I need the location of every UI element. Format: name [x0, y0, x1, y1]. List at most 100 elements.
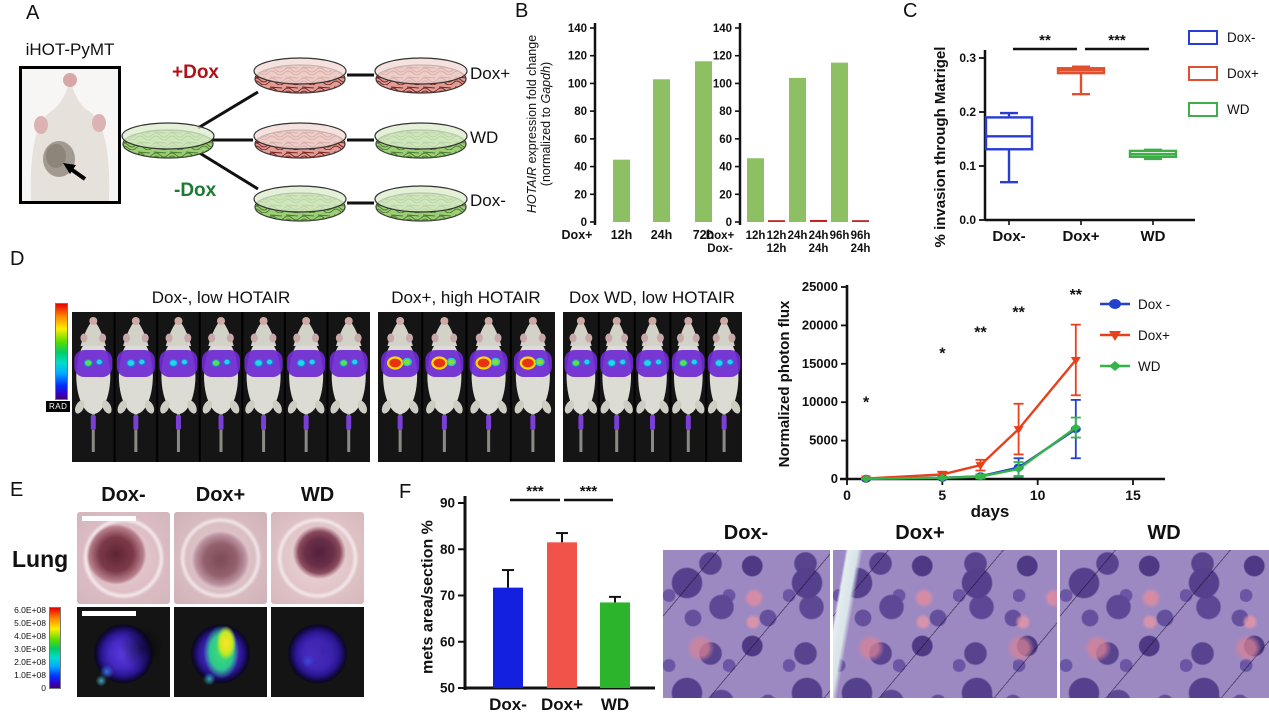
bar-96h	[831, 62, 848, 223]
x-category-label: Dox-	[489, 695, 527, 714]
hotspot-low	[126, 358, 136, 368]
tick-label: 0	[581, 217, 587, 229]
tick-label: 0.1	[959, 159, 976, 173]
x-category-label: 12h	[611, 228, 633, 242]
bioluminescence-band	[600, 350, 634, 377]
e-colorbar-scale: 6.0E+08 5.0E+08 4.0E+08 3.0E+08 2.0E+08 1.0E+…	[0, 604, 46, 695]
colorbar-scale-value: 4.0E+08	[14, 631, 46, 641]
colorbar-scale-value: 5.0E+08	[14, 618, 46, 628]
plus-dox-label: +Dox	[172, 62, 219, 83]
scale-bar	[82, 611, 136, 616]
lung-bioluminescence-dox-plus	[174, 607, 267, 697]
legend-item: WD	[1188, 102, 1259, 117]
colorbar-scale-value: 6.0E+08	[14, 605, 46, 615]
x-category-label: Dox+	[541, 695, 583, 714]
panel-label-a: A	[26, 2, 40, 24]
tick-label: 5000	[809, 433, 838, 448]
x-category-label: 96h	[851, 230, 871, 242]
histology-title-wd: WD	[1147, 522, 1181, 544]
legend-item: Dox+	[1098, 327, 1170, 343]
significance-label: **	[1070, 287, 1083, 304]
significance-label: *	[863, 395, 870, 412]
hotspot-high	[519, 356, 536, 370]
histology-image-dox-minus	[663, 550, 830, 698]
tick-label: 15000	[802, 356, 838, 371]
legend-label: Dox+	[1138, 327, 1170, 343]
panel-b-left-chart: 0 20 40 60 80 100 120 140 12h 24h 72h Dox+	[562, 23, 714, 242]
radiance-colorbar	[55, 303, 68, 400]
lung-photo-wd	[271, 512, 364, 604]
panel-f-bar-chart: 50 60 70 80 90 Dox- Dox+ WD *** ***	[440, 483, 655, 714]
dish-dox-minus-1	[253, 185, 347, 222]
histology-image-wd	[1060, 550, 1269, 698]
x-category-label: 12h	[746, 230, 766, 242]
hotspot-low	[168, 358, 179, 368]
significance-label: ***	[1108, 32, 1126, 49]
mouse-photo-drawing	[30, 73, 110, 201]
bioluminescence-band	[707, 350, 741, 377]
colorbar-scale-value: 0	[41, 683, 46, 693]
tick-label: 10000	[802, 394, 838, 409]
panel-label-b: B	[515, 0, 529, 22]
panel-d-legend: Dox - Dox+ WD	[1098, 296, 1170, 389]
x-row-label: Dox-	[707, 243, 733, 255]
legend-item: Dox-	[1188, 30, 1259, 45]
hotspot-high	[475, 356, 492, 370]
tick-label: 140	[713, 23, 732, 35]
panel-label-f: F	[399, 481, 412, 503]
tick-label: 10	[1030, 487, 1046, 503]
legend-item: Dox+	[1188, 66, 1259, 81]
marker-diamond	[937, 473, 948, 482]
lung-bioluminescence-wd	[271, 607, 364, 697]
row-label-wd: WD	[470, 128, 499, 147]
dish-diagram	[121, 57, 468, 222]
tick-label: 5	[938, 487, 946, 503]
marker-diamond	[1109, 361, 1121, 371]
tick-label: 0.3	[959, 51, 976, 65]
colorbar-scale-value: 2.0E+08	[14, 657, 46, 667]
tick-label: 80	[719, 106, 732, 118]
bar-WD	[600, 602, 630, 688]
lung-row-label: Lung	[12, 546, 69, 572]
bar-12h	[768, 220, 785, 222]
x-category-label: 24h	[851, 243, 871, 255]
bar-Dox-	[493, 587, 523, 688]
lung-photo-dox-minus	[77, 512, 170, 604]
marker-triangle-down	[1070, 356, 1081, 365]
x-category-label: 24h	[809, 243, 829, 255]
x-row-label: Dox+	[706, 230, 735, 242]
legend-label: WD	[1227, 102, 1250, 117]
marker-diamond	[1070, 423, 1081, 432]
mouse-photo-caption: iHOT-PyMT	[25, 40, 115, 59]
legend-marker	[1100, 331, 1130, 341]
x-category-label: 24h	[788, 230, 808, 242]
significance-label: **	[1012, 305, 1025, 322]
x-axis-label: days	[971, 502, 1010, 521]
panel-label-d: D	[10, 248, 25, 270]
group-title-dox-minus: Dox-, low HOTAIR	[151, 288, 291, 307]
group-title-dox-plus: Dox+, high HOTAIR	[391, 288, 541, 307]
marker-circle	[1109, 299, 1121, 309]
row-label-dox-plus: Dox+	[470, 64, 511, 83]
panel-d-line-chart: 0 5 10 150500010000150002000025000********d…	[802, 279, 1165, 521]
bar-12h	[613, 159, 630, 222]
histology-image-dox-plus	[833, 550, 1057, 698]
tick-label: 0	[831, 471, 838, 486]
x-category-label: 96h	[830, 230, 850, 242]
bioluminescence-band	[671, 350, 705, 377]
tumor-arrow	[63, 163, 87, 181]
bioluminescence-band	[329, 350, 368, 377]
bioluminescence-band	[636, 350, 669, 377]
colorbar-scale-value: 1.0E+08	[14, 670, 46, 680]
panel-label-c: C	[903, 0, 918, 22]
mouse-photo	[19, 66, 121, 204]
legend-marker	[1100, 299, 1130, 309]
legend-label: WD	[1138, 358, 1161, 374]
bioluminescence-band	[74, 350, 113, 377]
series-WD	[866, 426, 1077, 480]
x-category-label: Dox+	[1062, 228, 1099, 245]
bar-24h	[789, 77, 806, 222]
